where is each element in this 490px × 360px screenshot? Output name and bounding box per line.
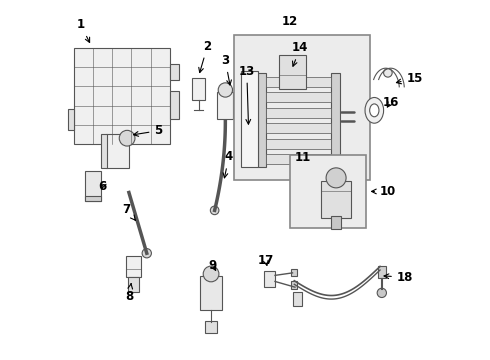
Text: 18: 18 [384, 271, 413, 284]
Text: 9: 9 [209, 258, 217, 271]
Bar [205, 321, 218, 333]
Bar [267, 154, 331, 164]
Text: 3: 3 [221, 54, 231, 85]
Bar [234, 35, 370, 180]
Bar [267, 123, 331, 133]
Bar [170, 91, 179, 119]
Bar [74, 48, 170, 144]
Bar [279, 55, 306, 89]
Circle shape [326, 168, 346, 188]
Text: 16: 16 [383, 96, 399, 109]
Bar [68, 109, 73, 130]
Bar [101, 134, 107, 168]
Text: 4: 4 [223, 150, 233, 178]
Bar [267, 93, 331, 103]
Bar [218, 93, 233, 119]
Bar [378, 266, 386, 278]
Bar [267, 139, 331, 149]
Bar [267, 77, 331, 87]
Circle shape [203, 266, 219, 282]
Text: 14: 14 [292, 41, 309, 66]
Bar [292, 282, 297, 289]
Text: 10: 10 [371, 185, 396, 198]
Text: 15: 15 [396, 72, 423, 85]
Bar [331, 216, 342, 229]
Text: 8: 8 [125, 284, 133, 303]
Text: 1: 1 [76, 18, 90, 42]
Circle shape [210, 206, 219, 215]
Ellipse shape [384, 68, 392, 77]
Bar [264, 271, 275, 287]
Text: 5: 5 [134, 124, 163, 137]
Circle shape [142, 249, 151, 258]
Bar [267, 108, 331, 118]
Bar [200, 276, 222, 310]
Bar [290, 155, 367, 228]
Bar [170, 64, 179, 80]
Text: 7: 7 [122, 203, 135, 220]
Ellipse shape [369, 104, 379, 117]
Bar [192, 78, 205, 100]
Bar [331, 73, 340, 167]
Bar [292, 269, 297, 276]
Bar [258, 73, 267, 167]
Text: 2: 2 [199, 40, 212, 73]
Text: 6: 6 [98, 180, 107, 193]
Bar [241, 71, 258, 167]
Bar [293, 292, 302, 306]
Bar [126, 256, 142, 277]
Text: 13: 13 [239, 64, 255, 124]
Bar [106, 134, 129, 168]
Circle shape [377, 288, 387, 297]
Bar [128, 277, 139, 292]
Circle shape [119, 130, 135, 146]
Text: 12: 12 [282, 14, 298, 27]
Bar [85, 171, 101, 202]
Text: 11: 11 [294, 152, 311, 165]
Ellipse shape [365, 98, 384, 123]
Circle shape [218, 83, 232, 97]
Bar [321, 181, 351, 218]
Text: 17: 17 [258, 254, 274, 267]
Bar [85, 196, 101, 202]
